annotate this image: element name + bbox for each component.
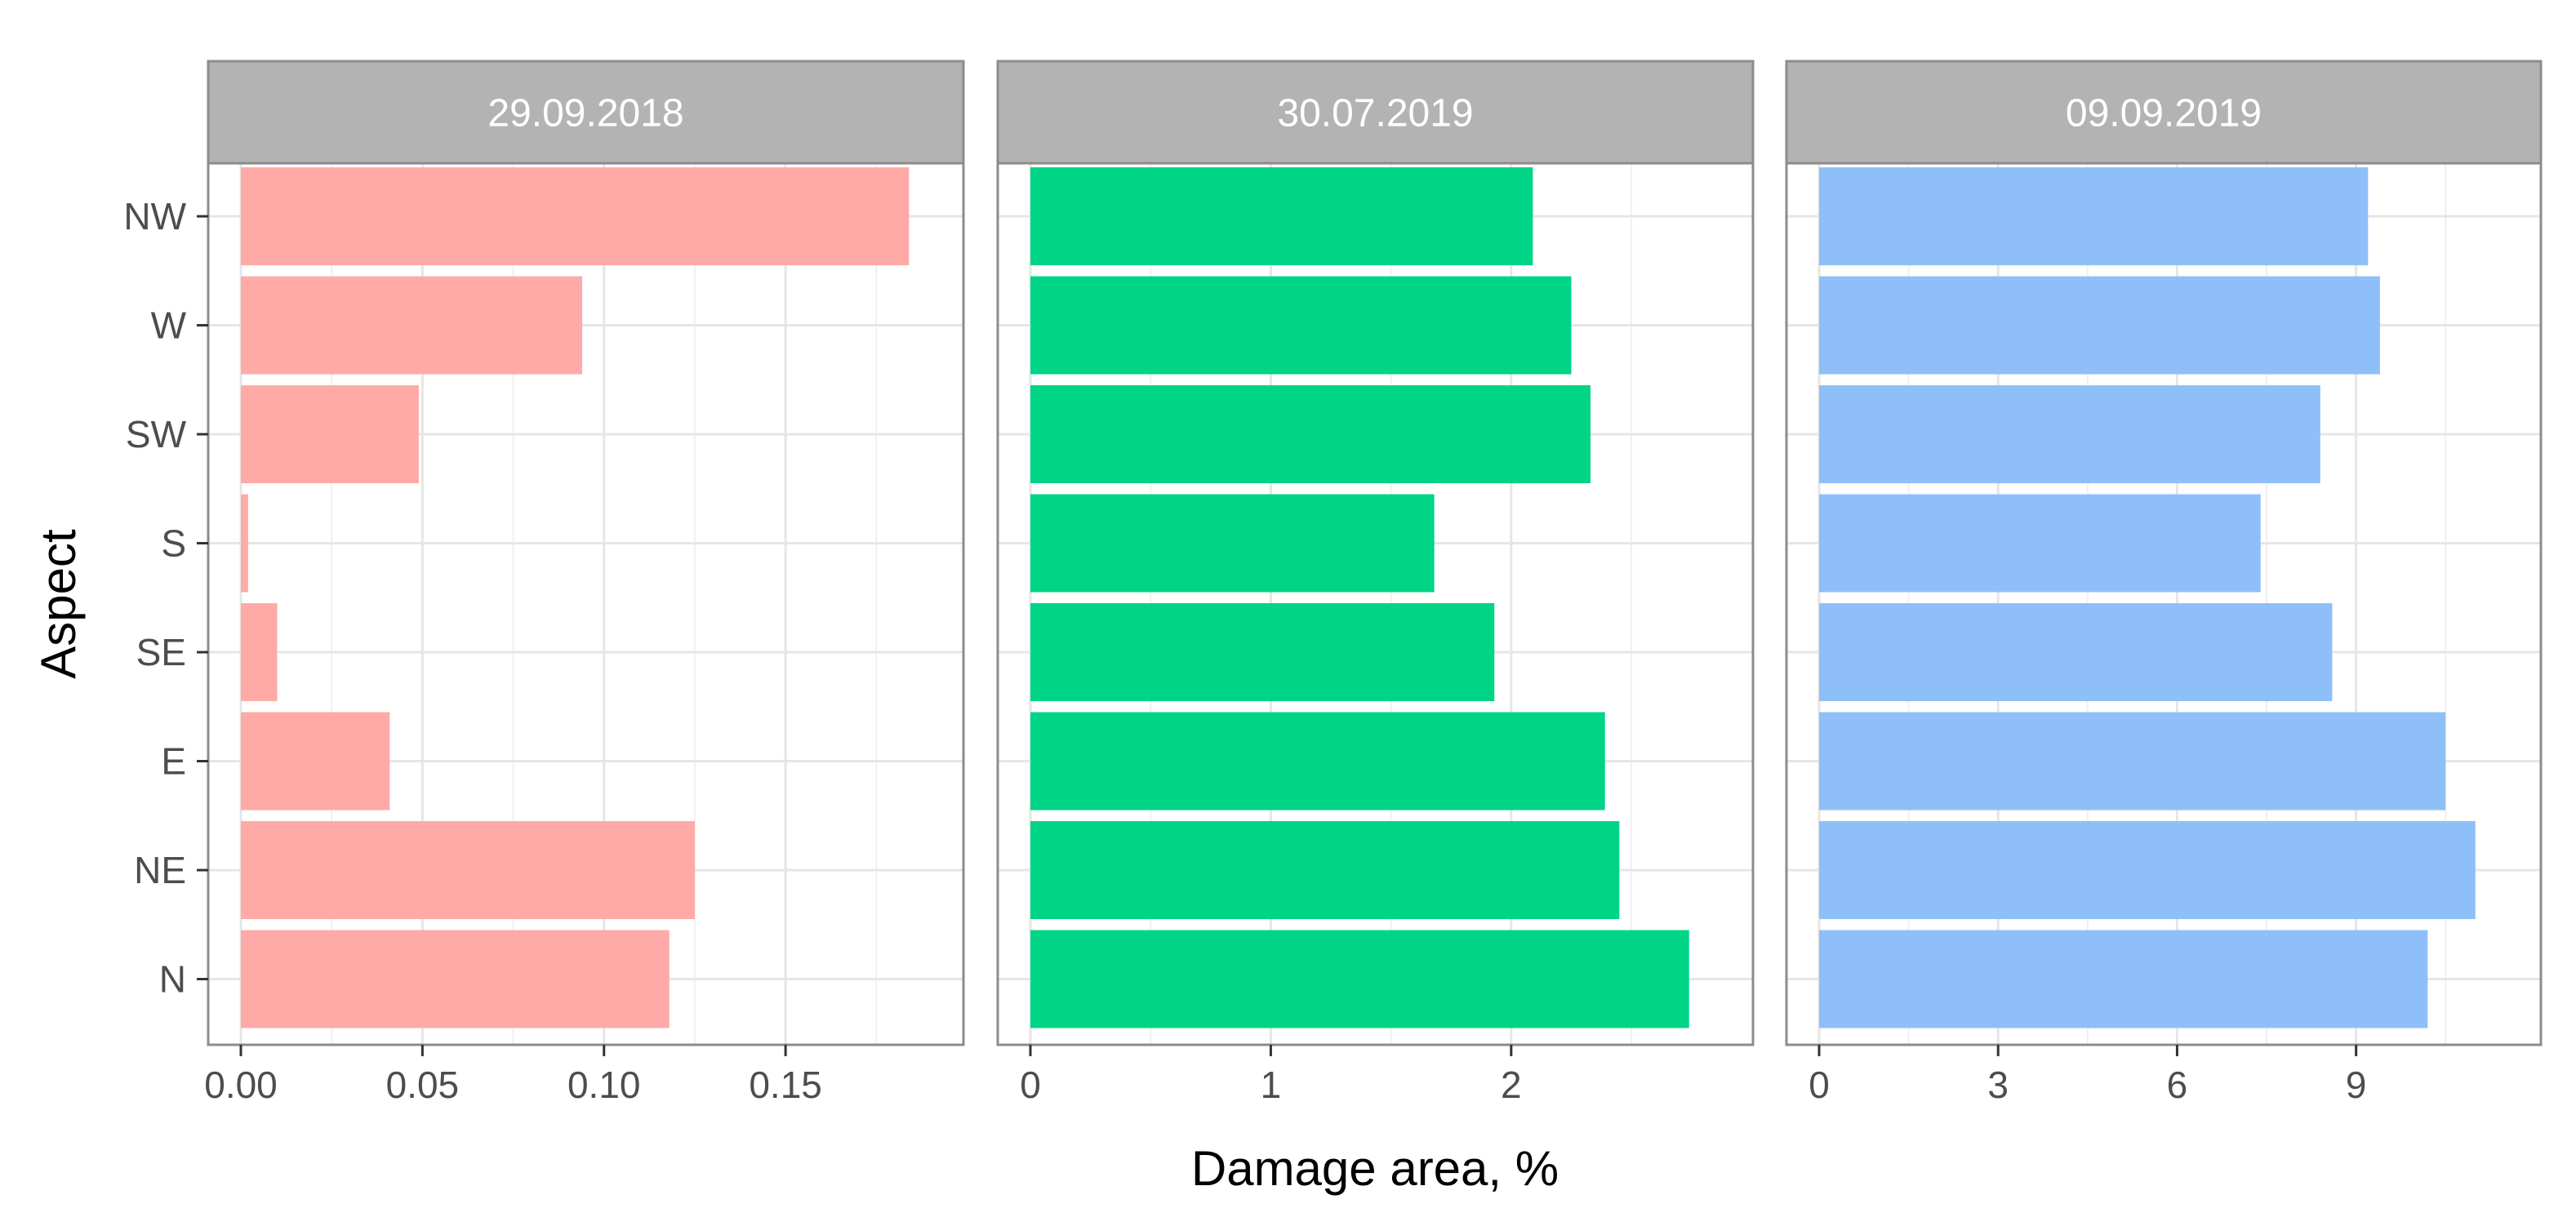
- facet-title: 09.09.2019: [2066, 92, 2262, 135]
- y-tick-label-se: SE: [136, 631, 186, 673]
- bar-w: [1819, 276, 2380, 375]
- bar-w: [1030, 276, 1572, 375]
- bar-w: [241, 276, 583, 375]
- facet-panel-1: 29.09.2018 0.00 0.05 0.10 0.15: [204, 60, 965, 1106]
- bar-sw: [1030, 385, 1591, 483]
- x-tick-label: 1: [1261, 1064, 1282, 1106]
- bar-nw: [241, 167, 910, 265]
- facet-strip: [207, 60, 965, 165]
- y-axis-title: Aspect: [31, 529, 86, 679]
- bar-ne: [1819, 821, 2476, 919]
- bar-ne: [1030, 821, 1620, 919]
- facet-strip: [996, 60, 1755, 165]
- bar-se: [1030, 603, 1495, 701]
- x-tick-label: 6: [2167, 1064, 2188, 1106]
- bar-s: [241, 494, 248, 593]
- bar-se: [241, 603, 278, 701]
- bar-s: [1819, 494, 2261, 593]
- facet-title: 29.09.2018: [487, 92, 683, 135]
- y-axis: N NE E SE S SW W NW: [123, 195, 208, 1001]
- bar-n: [1030, 930, 1689, 1028]
- x-tick-label: 3: [1987, 1064, 2009, 1106]
- bar-sw: [241, 385, 419, 483]
- bar-n: [241, 930, 670, 1028]
- bar-n: [1819, 930, 2428, 1028]
- y-tick-label-e: E: [161, 740, 186, 783]
- y-tick-label-nw: NW: [123, 195, 186, 238]
- x-tick-label: 0.00: [204, 1064, 278, 1106]
- y-tick-label-w: W: [151, 304, 187, 347]
- x-axis-title: Damage area, %: [1191, 1141, 1559, 1196]
- bar-ne: [241, 821, 695, 919]
- x-tick-label: 0.10: [567, 1064, 641, 1106]
- x-tick-label: 2: [1501, 1064, 1522, 1106]
- x-tick-label: 0: [1020, 1064, 1041, 1106]
- facet-panel-2: 30.07.2019 0 1 2: [996, 60, 1755, 1106]
- y-tick-label-s: S: [161, 522, 186, 565]
- bar-e: [241, 712, 390, 811]
- facet-title: 30.07.2019: [1277, 92, 1473, 135]
- x-tick-label: 9: [2346, 1064, 2367, 1106]
- bar-e: [1030, 712, 1605, 811]
- bar-se: [1819, 603, 2333, 701]
- facet-panel-3: 09.09.2019 0 3 6 9: [1785, 60, 2543, 1106]
- bar-s: [1030, 494, 1435, 593]
- x-tick-label: 0.15: [749, 1064, 822, 1106]
- bar-sw: [1819, 385, 2320, 483]
- bar-e: [1819, 712, 2446, 811]
- y-tick-label-n: N: [159, 958, 186, 1001]
- x-tick-label: 0.05: [386, 1064, 460, 1106]
- facet-strip: [1785, 60, 2543, 165]
- y-tick-label-sw: SW: [126, 413, 187, 455]
- y-tick-label-ne: NE: [134, 849, 186, 891]
- bar-nw: [1819, 167, 2369, 265]
- bar-nw: [1030, 167, 1533, 265]
- x-tick-label: 0: [1809, 1064, 1830, 1106]
